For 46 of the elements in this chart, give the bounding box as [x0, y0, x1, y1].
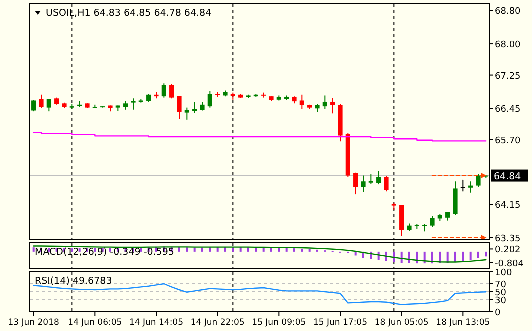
x-tick-label: 18 Jun 05:05 [374, 318, 429, 328]
text: MACD(12,26,9) -0.349 -0.595 [35, 247, 174, 258]
candlestick [476, 174, 481, 188]
candlestick [131, 98, 136, 110]
candlestick [300, 94, 304, 110]
x-tick-label: 18 Jun 13:05 [436, 318, 490, 328]
y-tick-label: 0.202 [495, 246, 521, 256]
x-tick-label: 13 Jun 2018 [8, 318, 60, 328]
candlestick [384, 176, 389, 192]
candlestick [468, 181, 474, 194]
ref-line-label: 64.84 [494, 171, 522, 182]
candlestick [177, 96, 182, 120]
candlestick [39, 94, 44, 109]
candlestick [330, 98, 336, 114]
y-tick-label: 67.25 [495, 72, 521, 82]
candlestick [162, 83, 166, 98]
candlestick [376, 170, 382, 186]
candlestick [46, 98, 52, 112]
y-tick-label: 68.00 [495, 40, 522, 51]
candlestick [170, 84, 174, 100]
y-tick-label: 66.45 [495, 105, 521, 116]
x-tick-label: 14 Jun 06:05 [68, 318, 122, 328]
x-tick-label: 14 Jun 22:05 [190, 318, 245, 328]
y-tick-label: 64.15 [495, 201, 521, 212]
candlestick [430, 216, 435, 228]
candlestick [460, 179, 466, 192]
y-tick-label: -0.804 [495, 259, 524, 270]
candlestick [354, 172, 358, 196]
candlestick [368, 174, 374, 185]
y-tick-label: 70 [495, 280, 507, 290]
line-series [33, 246, 487, 263]
chart-title: USOIL,H1 64.83 64.85 64.78 64.84 [46, 8, 212, 19]
x-tick-label: 15 Jun 17:05 [314, 318, 368, 328]
y-tick-label: 68.80 [495, 7, 522, 18]
candlestick [322, 95, 328, 110]
x-tick-label: 15 Jun 09:05 [252, 318, 306, 328]
candlestick [361, 175, 366, 193]
y-tick-label: 63.35 [495, 234, 521, 244]
y-tick-label: 0 [495, 308, 501, 318]
y-tick-label: 100 [495, 268, 512, 278]
x-tick-label: 14 Jun 14:05 [130, 318, 184, 328]
candlestick [208, 90, 212, 108]
y-tick-label: 65.70 [495, 136, 522, 146]
chart-title: RSI(14) 49.6783 [35, 276, 112, 287]
y-tick-label: 30 [495, 296, 507, 306]
candlestick [184, 107, 190, 120]
